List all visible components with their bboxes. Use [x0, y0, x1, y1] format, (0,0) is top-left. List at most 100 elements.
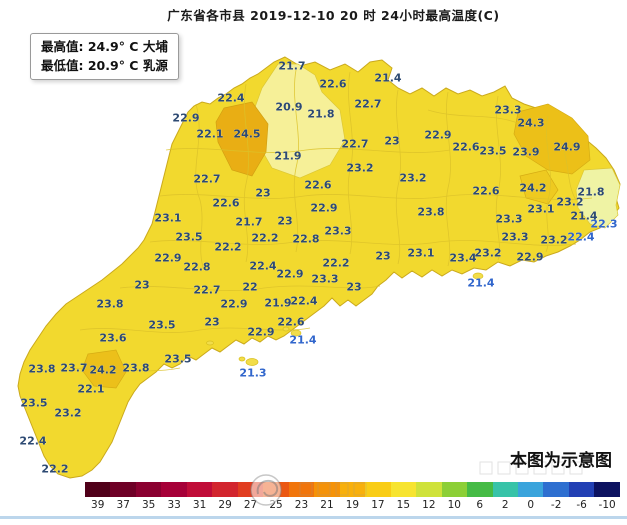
colorbar-tick: -6 — [576, 499, 587, 511]
colorbar-tick: 33 — [167, 499, 181, 511]
colorbar-tick: 35 — [141, 499, 156, 511]
colorbar-segment — [594, 482, 620, 497]
temp-label: 22.1 — [77, 383, 104, 396]
temp-label: 21.7 — [235, 216, 262, 229]
temp-label: 24.3 — [517, 117, 544, 130]
colorbar-segment — [110, 482, 136, 497]
colorbar-segment — [288, 482, 315, 497]
colorbar-segment — [441, 482, 468, 497]
temp-label: 22.4 — [249, 260, 276, 273]
temp-label: 22.9 — [172, 112, 199, 125]
temp-label: 24.2 — [519, 182, 546, 195]
temperature-colorbar: 39 37 35 33 31 29 27 25 23 21 19 17 15 12 10 6 2 0 -2 -6 -10 — [85, 482, 620, 511]
schematic-note: 本图为示意图 — [510, 451, 612, 471]
temp-label: 24.9 — [553, 141, 580, 154]
temp-label: 23.7 — [60, 362, 87, 375]
temp-label: 22.7 — [193, 284, 220, 297]
colorbar-tick: -2 — [550, 499, 562, 511]
colorbar-segment — [339, 482, 366, 497]
colorbar-tick: 39 — [91, 499, 105, 511]
region-warm-242-east — [519, 169, 559, 205]
temp-label: 22.8 — [292, 233, 319, 246]
colorbar-tick: 31 — [192, 499, 207, 511]
temp-label: 22.6 — [212, 197, 239, 210]
colorbar-tick: 37 — [116, 499, 130, 511]
colorbar-segment — [85, 482, 111, 497]
colorbar-segment — [237, 482, 264, 497]
temp-label: 21.4 — [374, 72, 401, 85]
temp-label: 23 — [277, 215, 292, 228]
temp-label: 23.2 — [474, 247, 501, 260]
colorbar-tick: -10 — [598, 499, 616, 511]
temp-label: 23 — [346, 281, 361, 294]
temp-labels: 21.722.6 21.422.420.9 22.721.8 23.324.322.9… — [19, 59, 618, 476]
colorbar-tick: 19 — [345, 499, 360, 511]
bottom-strip — [0, 516, 627, 519]
temp-label: 22 — [242, 281, 257, 294]
temp-label: 22.4 — [567, 231, 594, 244]
temp-label: 22.9 — [310, 202, 337, 215]
temp-label: 23 — [204, 316, 219, 329]
min-value-line: 最低值: 20.9° C 乳源 — [41, 58, 168, 74]
temp-label: 22.6 — [277, 316, 304, 329]
temp-label: 22.3 — [590, 218, 617, 231]
temp-label: 24.2 — [89, 364, 116, 377]
temp-label: 23.9 — [512, 146, 539, 159]
temp-label: 22.9 — [276, 268, 303, 281]
temp-label: 23.3 — [501, 231, 528, 244]
temp-label: 22.2 — [214, 241, 241, 254]
colorbar-tick: 25 — [269, 499, 283, 511]
colorbar-segment — [314, 482, 340, 497]
colorbar-tick: 2 — [501, 499, 509, 511]
temp-label: 21.7 — [278, 60, 305, 73]
temp-label: 22.1 — [196, 128, 223, 141]
temp-label: 23 — [384, 135, 399, 148]
temp-label: 21.9 — [264, 297, 291, 310]
temp-label: 23.6 — [99, 332, 126, 345]
temp-label: 23.2 — [54, 407, 81, 420]
temp-label: 22.9 — [424, 129, 451, 142]
colorbar-tick: 6 — [476, 499, 484, 511]
temp-label: 21.8 — [577, 186, 604, 199]
temp-label: 22.8 — [183, 261, 210, 274]
temp-label: 23.5 — [148, 319, 175, 332]
temp-label: 22.2 — [41, 463, 68, 476]
islands — [206, 272, 484, 366]
temp-label: 23.2 — [399, 172, 426, 185]
colorbar-segment — [212, 482, 238, 497]
temp-label: 23.3 — [495, 213, 522, 226]
temp-label: 22.2 — [251, 232, 278, 245]
temp-label: 21.9 — [274, 150, 301, 163]
temp-label: 22.9 — [516, 251, 543, 264]
temp-label: 22.7 — [193, 173, 220, 186]
colorbar-segment — [161, 482, 187, 497]
temp-label: 23.3 — [311, 273, 338, 286]
colorbar-tick: 29 — [218, 499, 232, 511]
colorbar-tick: 15 — [396, 499, 411, 511]
temp-label: 22.7 — [354, 98, 381, 111]
temp-label: 23.2 — [556, 196, 583, 209]
region-warm-245 — [215, 101, 269, 177]
temp-label: 22.4 — [290, 295, 317, 308]
temp-label: 23.1 — [154, 212, 181, 225]
temp-label: 22.4 — [19, 435, 46, 448]
colorbar-segment — [186, 482, 213, 497]
temp-label: 22.9 — [247, 326, 274, 339]
colorbar-tick: 10 — [447, 499, 461, 511]
colorbar-segment — [135, 482, 162, 497]
colorbar-ticks: 39 37 35 33 31 29 27 25 23 21 19 17 15 12 10 6 2 0 -2 -6 -10 — [85, 499, 620, 511]
temp-label: 21.4 — [289, 334, 316, 347]
max-min-info-box: 最高值: 24.9° C 大埔 最低值: 20.9° C 乳源 — [30, 33, 179, 80]
county-boundaries — [59, 69, 593, 372]
temp-label: 23.5 — [479, 145, 506, 158]
temp-label: 23.8 — [122, 362, 149, 375]
temp-label: 23.5 — [164, 353, 191, 366]
temp-label: 23 — [255, 187, 270, 200]
temp-label: 23.1 — [527, 203, 554, 216]
temp-label: 21.8 — [307, 108, 334, 121]
colorbar-segment — [263, 482, 289, 497]
temp-label: 24.5 — [233, 128, 260, 141]
temp-label: 21.4 — [467, 277, 494, 290]
max-value-line: 最高值: 24.9° C 大埔 — [41, 39, 168, 54]
